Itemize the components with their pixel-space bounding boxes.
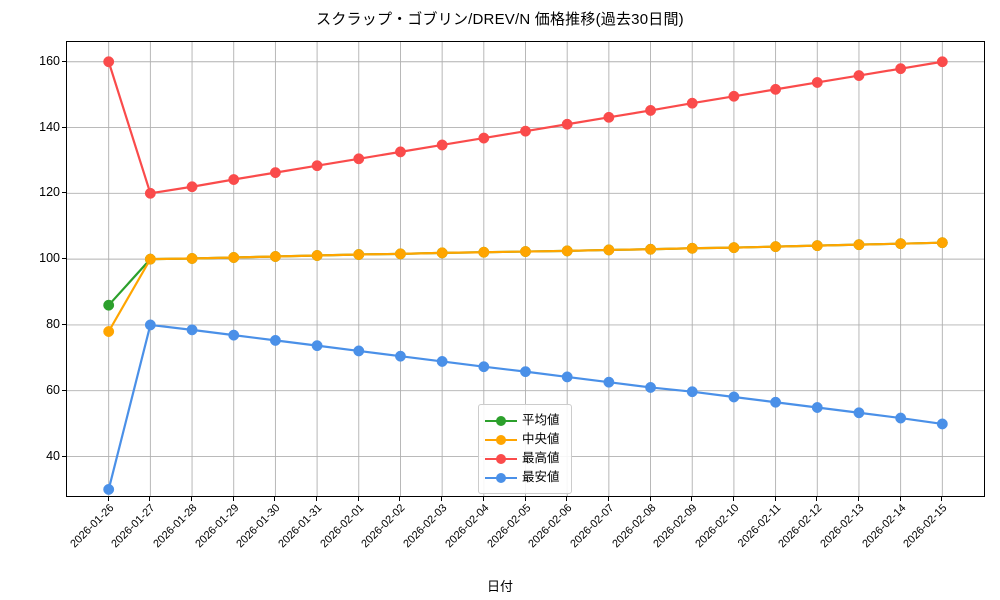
x-tick-mark [482,497,484,501]
legend-item-2[interactable]: 最高値 [485,449,564,468]
x-tick-mark [649,497,651,501]
x-tick-mark [732,497,734,501]
legend-swatch-icon [485,472,517,484]
x-tick-mark [566,497,568,501]
x-tick-mark [149,497,151,501]
x-tick-mark [191,497,193,501]
series-3 [103,319,948,495]
plot-area [66,41,985,497]
x-tick-mark [316,497,318,501]
legend-swatch-icon [485,453,517,465]
legend-label: 最安値 [522,470,560,484]
x-tick-mark [774,497,776,501]
series-2 [103,56,948,199]
x-axis-label: 日付 [486,579,513,594]
x-tick-mark [857,497,859,501]
x-tick-mark [941,497,943,501]
legend-item-1[interactable]: 中央値 [485,430,564,449]
x-tick-mark [816,497,818,501]
legend-label: 最高値 [522,451,560,465]
x-tick-mark [899,497,901,501]
chart-title: スクラップ・ゴブリン/DREV/N 価格推移(過去30日間) [316,11,684,28]
x-tick-mark [524,497,526,501]
legend-swatch-icon [485,415,517,427]
plot-canvas [67,42,984,496]
legend-label: 平均値 [522,413,560,427]
chart-legend[interactable]: 平均値中央値最高値最安値 [478,404,572,494]
x-tick-mark [274,497,276,501]
x-tick-mark [607,497,609,501]
x-tick-mark [232,497,234,501]
series-1 [103,237,948,337]
x-tick-mark [107,497,109,501]
x-tick-mark [691,497,693,501]
x-tick-mark [399,497,401,501]
legend-swatch-icon [485,434,517,446]
legend-item-0[interactable]: 平均値 [485,411,564,430]
legend-item-3[interactable]: 最安値 [485,468,564,487]
x-tick-mark [441,497,443,501]
x-tick-mark [357,497,359,501]
legend-label: 中央値 [522,432,560,446]
